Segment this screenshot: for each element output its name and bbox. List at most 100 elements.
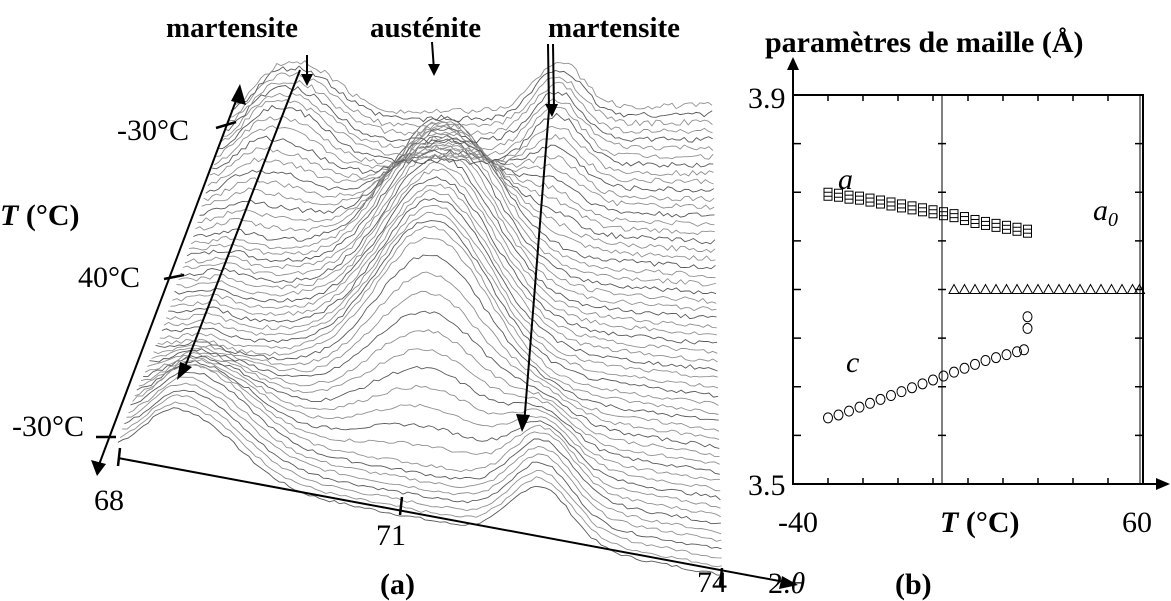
x-tick-label-74: 74 <box>697 566 727 599</box>
point-a0 <box>1021 283 1034 294</box>
point-a0 <box>1116 283 1128 294</box>
panel-b-x-axis-title: T (°C) <box>940 506 1019 539</box>
arrowhead <box>177 362 192 380</box>
panel-b-ticks <box>793 94 1143 484</box>
diffraction-trace <box>205 138 715 218</box>
a0-subscript: 0 <box>1108 209 1118 231</box>
point-a-return <box>1012 226 1022 236</box>
point-c <box>907 382 917 394</box>
point-a-return <box>897 203 906 213</box>
diffraction-trace <box>209 145 715 202</box>
point-a-return <box>960 216 969 226</box>
point-c <box>970 358 980 370</box>
diffraction-trace <box>216 115 714 177</box>
point-c <box>854 401 865 413</box>
series-label-a: a <box>838 163 853 196</box>
point-c <box>844 405 854 417</box>
point-a0 <box>1042 283 1055 294</box>
point-a0 <box>1084 283 1097 294</box>
diffraction-trace <box>117 407 723 576</box>
point-c <box>1022 322 1033 334</box>
diffraction-trace <box>126 382 722 542</box>
diffraction-trace <box>201 132 715 236</box>
diffraction-trace <box>195 121 716 262</box>
x-tick-label-minus40: -40 <box>778 506 818 539</box>
temperature-unit: (°C) <box>26 199 80 232</box>
point-a-return <box>939 211 948 221</box>
point-c <box>949 366 959 378</box>
point-c <box>886 390 896 402</box>
diffraction-trace <box>128 376 722 535</box>
temp-tick <box>215 120 237 130</box>
point-a-return <box>844 194 854 204</box>
diffraction-trace <box>172 183 718 354</box>
diffraction-trace <box>153 271 720 432</box>
point-c <box>980 354 991 366</box>
point-a0 <box>1105 283 1118 294</box>
point-a0 <box>1053 283 1065 294</box>
diffraction-trace <box>159 225 719 406</box>
diffraction-trace <box>207 142 715 210</box>
peak-label-martensite-left: martensite <box>166 12 298 44</box>
diffraction-trace <box>144 348 720 465</box>
panel-b-data-points <box>823 187 1146 424</box>
point-c <box>823 412 833 424</box>
point-a0 <box>1133 283 1146 294</box>
diffraction-trace <box>178 161 717 329</box>
diffraction-trace <box>220 98 714 160</box>
point-c <box>833 409 844 421</box>
arrowhead <box>301 74 313 86</box>
point-c <box>928 374 938 386</box>
two-theta-axis-arrowhead <box>779 576 798 589</box>
temp-tick-label-top: -30°C <box>117 114 189 147</box>
x-axis-arrowhead <box>1156 478 1170 490</box>
diffraction-trace <box>143 355 720 475</box>
diffraction-trace <box>190 120 716 279</box>
diffraction-trace <box>130 371 721 525</box>
point-c <box>1001 349 1012 361</box>
point-a0 <box>948 283 960 294</box>
x-tick-label-71: 71 <box>376 519 406 552</box>
point-a0 <box>958 283 971 294</box>
diffraction-trace <box>176 168 717 336</box>
point-a0 <box>969 283 981 294</box>
diffraction-trace <box>140 356 721 481</box>
diffraction-trace <box>161 220 719 398</box>
diffraction-trace <box>151 290 720 440</box>
point-c <box>991 352 1001 364</box>
panel-b-label: (b) <box>895 568 932 601</box>
series-label-a0: a0 <box>1093 194 1118 231</box>
peak-label-austenite: austénite <box>370 12 481 44</box>
two-prefix: 2. <box>768 567 791 600</box>
diffraction-trace <box>174 176 718 345</box>
point-c <box>959 362 970 374</box>
point-a-return <box>949 213 959 223</box>
point-a-return <box>981 220 990 230</box>
y-tick-label-3.9: 3.9 <box>748 82 786 115</box>
arrowhead <box>516 414 530 432</box>
diffraction-trace <box>163 211 719 389</box>
y-axis-arrowhead <box>787 57 799 70</box>
point-a-return <box>928 209 938 219</box>
two-theta-axis-title: 2.θ <box>768 567 806 600</box>
panel-a-label: (a) <box>380 568 415 601</box>
diffraction-trace <box>168 197 718 372</box>
point-a-return <box>865 197 875 207</box>
diffraction-trace <box>228 72 713 130</box>
two-theta-axis <box>117 457 791 584</box>
point-a0 <box>1032 283 1044 294</box>
diffraction-trace <box>132 363 721 518</box>
y-tick-label-3.5: 3.5 <box>748 469 786 502</box>
diffraction-trace <box>230 65 713 123</box>
temperature-axis-arrowhead-low <box>91 460 106 476</box>
point-c <box>1022 311 1033 323</box>
diffraction-trace <box>122 394 722 559</box>
diffraction-traces <box>117 60 723 576</box>
x-tick <box>718 567 724 587</box>
point-a-return <box>823 191 833 201</box>
diffraction-trace <box>124 389 722 550</box>
diffraction-trace <box>136 359 721 501</box>
point-c <box>865 397 875 409</box>
diffraction-trace <box>119 401 722 568</box>
point-c <box>938 370 949 382</box>
